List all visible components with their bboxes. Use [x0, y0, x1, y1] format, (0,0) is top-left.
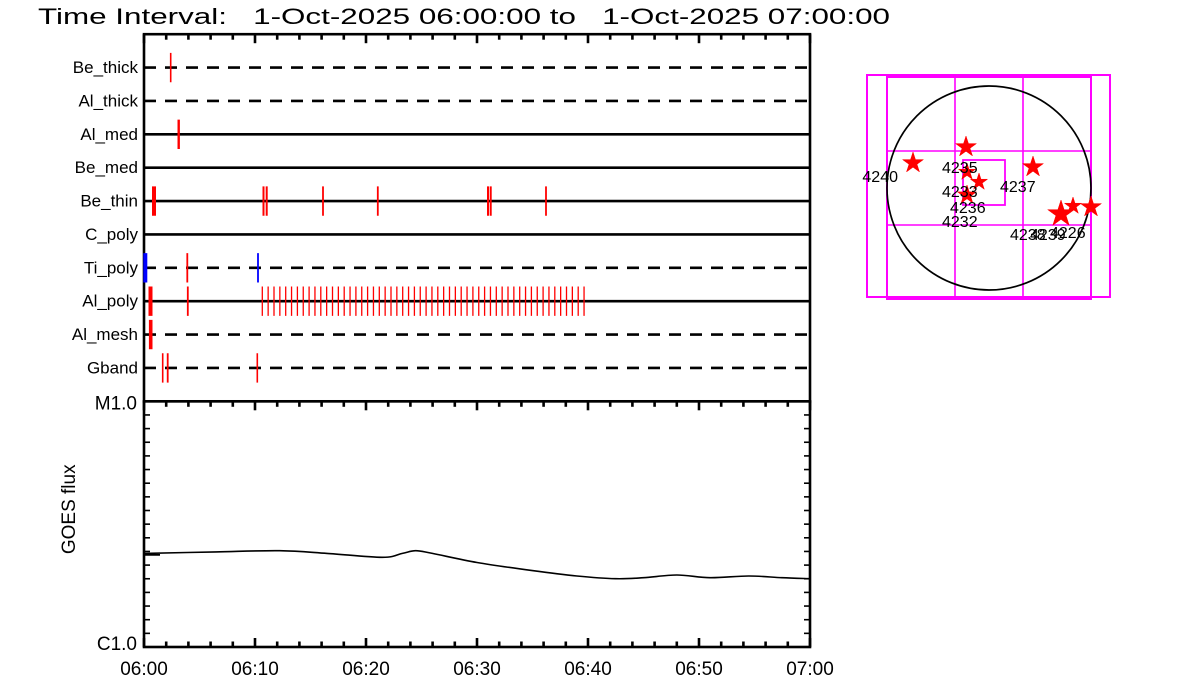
svg-text:Al_poly: Al_poly	[82, 292, 138, 311]
svg-text:Al_thick: Al_thick	[78, 91, 138, 110]
svg-text:06:50: 06:50	[675, 659, 723, 680]
svg-text:06:30: 06:30	[453, 659, 501, 680]
svg-text:Be_med: Be_med	[75, 158, 138, 177]
svg-text:4237: 4237	[1000, 179, 1036, 196]
svg-text:Gband: Gband	[87, 358, 138, 377]
svg-text:Be_thick: Be_thick	[73, 58, 139, 77]
svg-text:Al_med: Al_med	[80, 125, 138, 144]
svg-text:Be_thin: Be_thin	[80, 192, 138, 211]
svg-text:06:20: 06:20	[342, 659, 390, 680]
svg-text:4240: 4240	[862, 169, 898, 186]
svg-text:Time Interval: 1-Oct-2025 06: Time Interval: 1-Oct-2025 06:00:00 to 1-…	[38, 4, 890, 29]
svg-text:06:00: 06:00	[120, 659, 168, 680]
svg-text:C_poly: C_poly	[85, 225, 138, 244]
svg-text:07:00: 07:00	[786, 659, 834, 680]
svg-text:Al_mesh: Al_mesh	[72, 325, 138, 344]
svg-text:4235: 4235	[942, 160, 978, 177]
svg-text:C1.0: C1.0	[97, 634, 137, 655]
svg-text:4233: 4233	[942, 184, 978, 201]
svg-text:M1.0: M1.0	[95, 393, 137, 414]
svg-text:06:10: 06:10	[231, 659, 279, 680]
svg-text:4226: 4226	[1050, 225, 1086, 242]
svg-text:4232: 4232	[942, 214, 978, 231]
svg-text:06:40: 06:40	[564, 659, 612, 680]
svg-text:Ti_poly: Ti_poly	[84, 258, 139, 277]
svg-text:GOES flux: GOES flux	[59, 464, 80, 554]
